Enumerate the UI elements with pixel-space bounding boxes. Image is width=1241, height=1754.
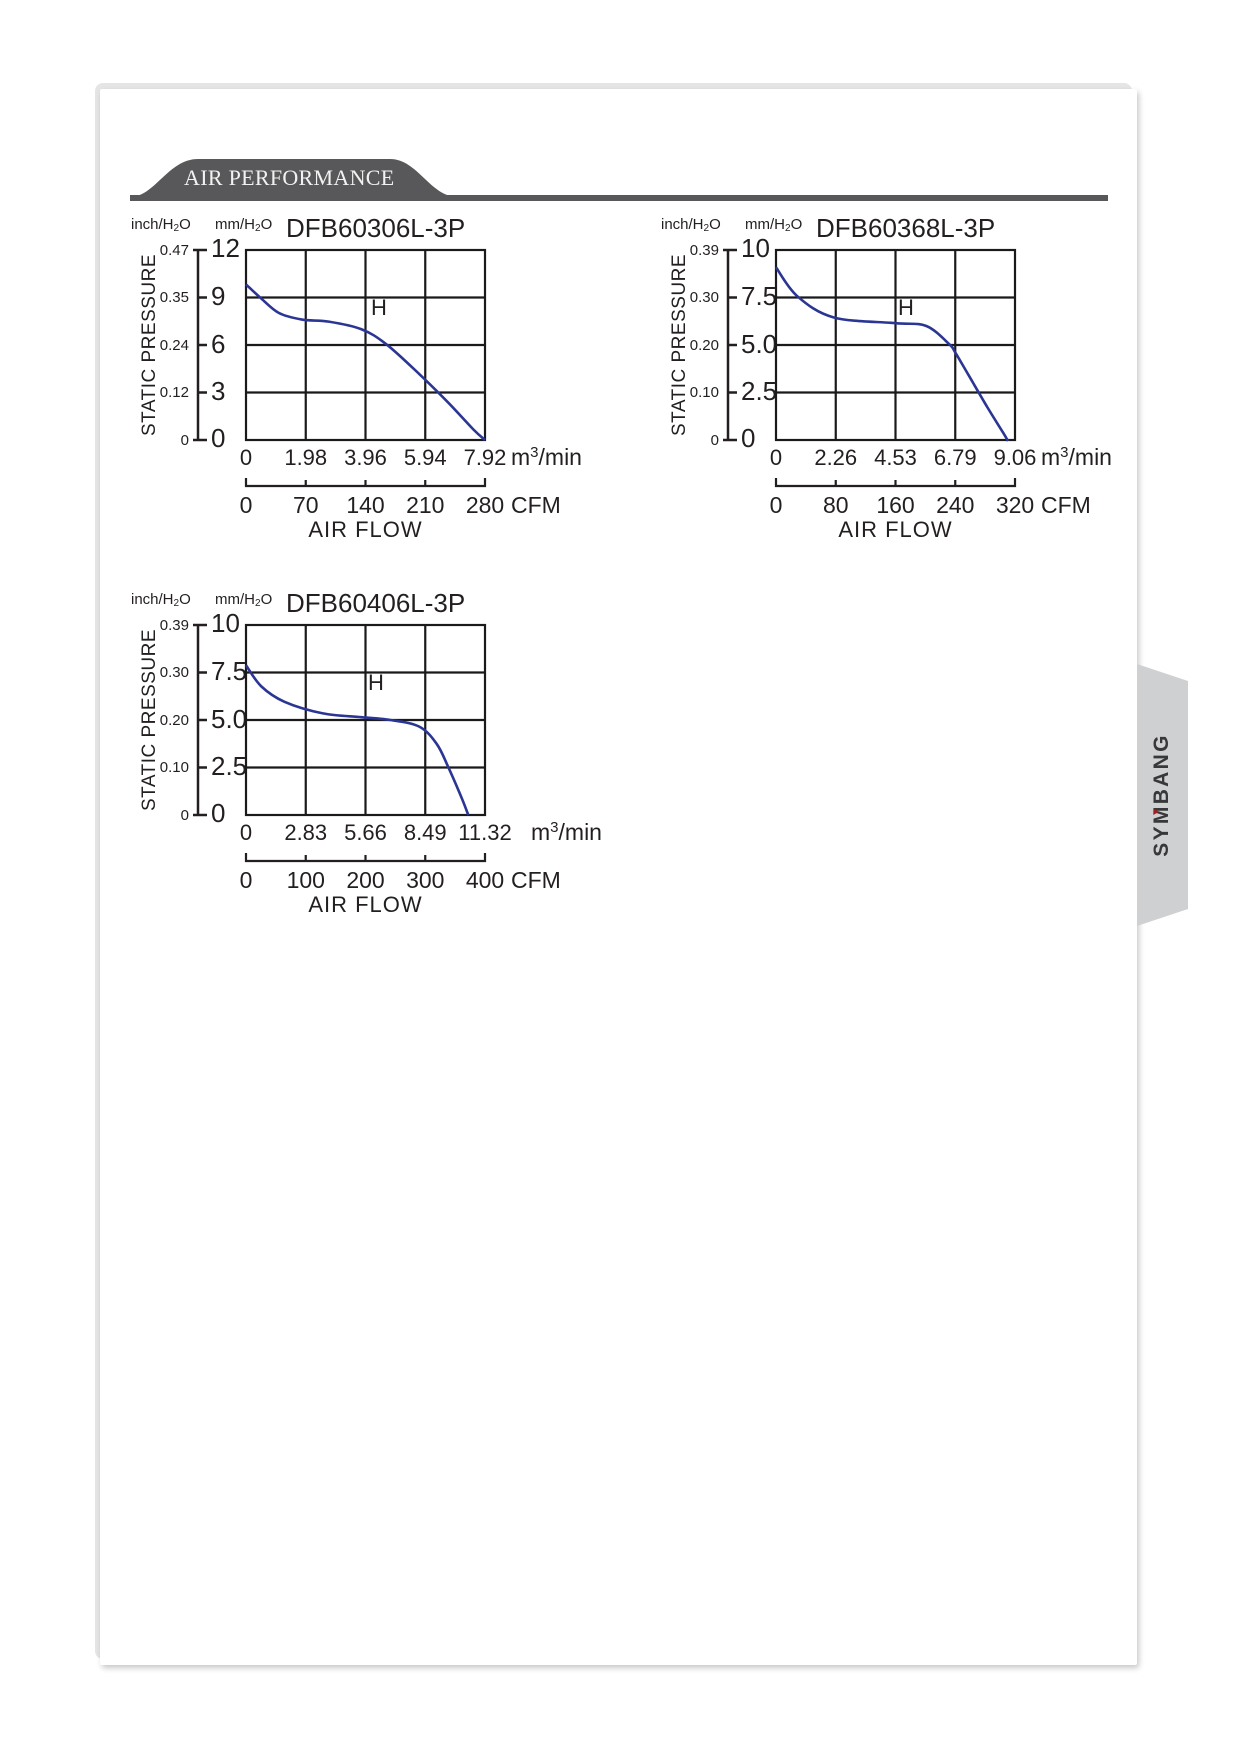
svg-text:240: 240 (936, 492, 974, 518)
svg-text:3: 3 (211, 376, 225, 406)
svg-text:11.32: 11.32 (458, 820, 511, 845)
svg-text:0.30: 0.30 (690, 289, 719, 306)
svg-text:AIR FLOW: AIR FLOW (308, 517, 422, 542)
svg-text:0: 0 (211, 423, 225, 453)
svg-text:m3/min: m3/min (511, 444, 582, 470)
svg-text:2.5: 2.5 (211, 751, 247, 781)
svg-text:CFM: CFM (511, 867, 561, 893)
svg-text:0.10: 0.10 (160, 759, 189, 776)
svg-text:5.0: 5.0 (741, 329, 777, 359)
svg-text:STATIC PRESSURE: STATIC PRESSURE (139, 254, 160, 436)
svg-text:0: 0 (240, 820, 252, 845)
svg-text:0: 0 (770, 492, 783, 518)
svg-text:m3/min: m3/min (1041, 444, 1112, 470)
svg-text:H: H (368, 670, 384, 695)
svg-text:4.53: 4.53 (874, 445, 917, 470)
svg-text:7.5: 7.5 (211, 656, 247, 686)
svg-text:inch/H2O: inch/H2O (131, 216, 191, 234)
svg-text:AIR FLOW: AIR FLOW (308, 892, 422, 917)
svg-text:0: 0 (741, 423, 755, 453)
svg-text:0: 0 (240, 445, 252, 470)
svg-text:280: 280 (466, 492, 504, 518)
svg-text:STATIC PRESSURE: STATIC PRESSURE (669, 254, 690, 436)
svg-text:DFB60306L-3P: DFB60306L-3P (286, 215, 465, 243)
svg-text:0: 0 (711, 432, 719, 449)
svg-text:5.66: 5.66 (344, 820, 387, 845)
svg-text:2.26: 2.26 (814, 445, 857, 470)
svg-text:320: 320 (996, 492, 1034, 518)
svg-text:160: 160 (876, 492, 914, 518)
svg-text:0.47: 0.47 (160, 242, 189, 259)
svg-text:3.96: 3.96 (344, 445, 387, 470)
svg-text:H: H (898, 295, 914, 320)
svg-text:SYMBANG: SYMBANG (1150, 733, 1173, 856)
svg-text:2.83: 2.83 (284, 820, 327, 845)
svg-text:200: 200 (346, 867, 384, 893)
svg-text:9.06: 9.06 (994, 445, 1037, 470)
svg-text:0: 0 (181, 807, 189, 824)
svg-text:0.10: 0.10 (690, 384, 719, 401)
svg-text:mm/H2O: mm/H2O (745, 216, 802, 234)
svg-text:0: 0 (240, 492, 253, 518)
svg-text:m3/min: m3/min (531, 819, 602, 845)
svg-text:inch/H2O: inch/H2O (131, 591, 191, 609)
svg-text:CFM: CFM (511, 492, 561, 518)
svg-text:0: 0 (770, 445, 782, 470)
svg-text:AIR FLOW: AIR FLOW (838, 517, 952, 542)
svg-text:CFM: CFM (1041, 492, 1091, 518)
svg-text:0: 0 (211, 798, 225, 828)
svg-text:DFB60368L-3P: DFB60368L-3P (816, 215, 995, 243)
svg-text:300: 300 (406, 867, 444, 893)
svg-text:10: 10 (741, 233, 770, 263)
svg-text:5.0: 5.0 (211, 704, 247, 734)
svg-text:12: 12 (211, 233, 240, 263)
svg-text:0.12: 0.12 (160, 384, 189, 401)
svg-text:0.20: 0.20 (690, 337, 719, 354)
svg-text:10: 10 (211, 608, 240, 638)
svg-text:400: 400 (466, 867, 504, 893)
svg-text:0: 0 (181, 432, 189, 449)
svg-text:H: H (371, 295, 387, 320)
svg-text:0.30: 0.30 (160, 664, 189, 681)
svg-text:1.98: 1.98 (284, 445, 327, 470)
svg-text:7.92: 7.92 (464, 445, 507, 470)
svg-text:6: 6 (211, 329, 225, 359)
svg-text:inch/H2O: inch/H2O (661, 216, 721, 234)
svg-text:0.20: 0.20 (160, 712, 189, 729)
svg-text:6.79: 6.79 (934, 445, 977, 470)
svg-text:70: 70 (293, 492, 319, 518)
svg-text:5.94: 5.94 (404, 445, 447, 470)
svg-text:0.39: 0.39 (160, 617, 189, 634)
svg-text:210: 210 (406, 492, 444, 518)
svg-text:0.39: 0.39 (690, 242, 719, 259)
svg-text:7.5: 7.5 (741, 281, 777, 311)
svg-text:80: 80 (823, 492, 849, 518)
svg-text:9: 9 (211, 281, 225, 311)
svg-text:STATIC PRESSURE: STATIC PRESSURE (139, 629, 160, 811)
svg-text:0.24: 0.24 (160, 337, 189, 354)
svg-text:mm/H2O: mm/H2O (215, 216, 272, 234)
svg-text:0.35: 0.35 (160, 289, 189, 306)
svg-text:mm/H2O: mm/H2O (215, 591, 272, 609)
svg-text:8.49: 8.49 (404, 820, 447, 845)
svg-text:100: 100 (287, 867, 325, 893)
svg-text:0: 0 (240, 867, 253, 893)
svg-text:DFB60406L-3P: DFB60406L-3P (286, 590, 465, 618)
svg-text:140: 140 (346, 492, 384, 518)
svg-text:2.5: 2.5 (741, 376, 777, 406)
